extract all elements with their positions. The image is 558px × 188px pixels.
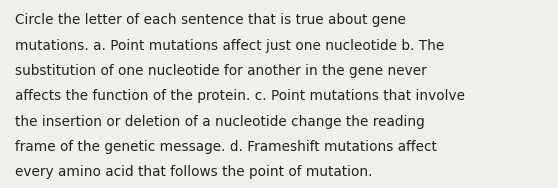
Text: frame of the genetic message. d. Frameshift mutations affect: frame of the genetic message. d. Framesh… xyxy=(15,140,437,154)
Text: mutations. a. Point mutations affect just one nucleotide b. The: mutations. a. Point mutations affect jus… xyxy=(15,39,444,52)
Text: Circle the letter of each sentence that is true about gene: Circle the letter of each sentence that … xyxy=(15,13,406,27)
Text: substitution of one nucleotide for another in the gene never: substitution of one nucleotide for anoth… xyxy=(15,64,427,78)
Text: every amino acid that follows the point of mutation.: every amino acid that follows the point … xyxy=(15,165,373,179)
Text: the insertion or deletion of a nucleotide change the reading: the insertion or deletion of a nucleotid… xyxy=(15,115,425,129)
Text: affects the function of the protein. c. Point mutations that involve: affects the function of the protein. c. … xyxy=(15,89,465,103)
